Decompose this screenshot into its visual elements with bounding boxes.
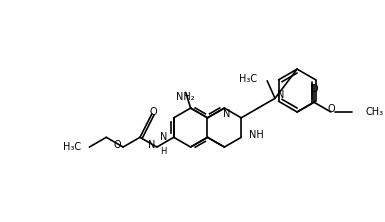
Text: N: N (277, 90, 284, 100)
Text: NH: NH (249, 130, 264, 140)
Text: O: O (114, 140, 121, 150)
Text: O: O (327, 104, 335, 114)
Text: H₃C: H₃C (239, 74, 258, 84)
Text: NH₂: NH₂ (176, 92, 195, 102)
Text: H₃C: H₃C (64, 142, 82, 152)
Text: CH₃: CH₃ (366, 107, 384, 117)
Text: O: O (310, 84, 318, 94)
Text: H: H (160, 147, 166, 157)
Text: N: N (223, 109, 230, 119)
Text: O: O (150, 107, 157, 117)
Text: N: N (159, 132, 167, 142)
Text: N: N (147, 140, 155, 150)
